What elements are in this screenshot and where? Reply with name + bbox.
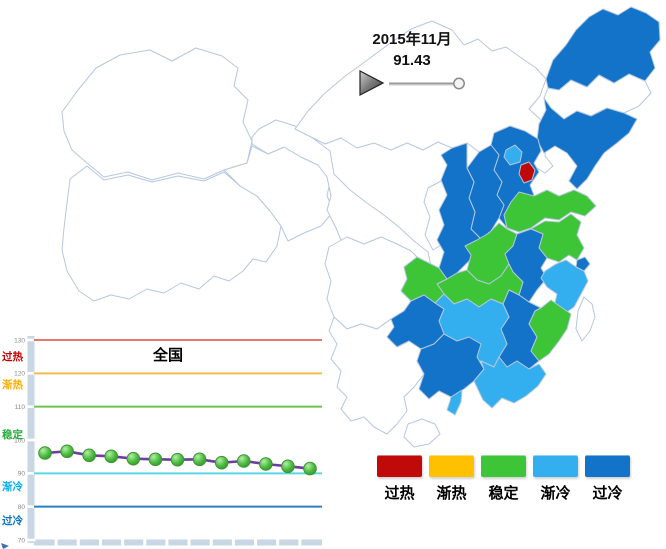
province-guangdong[interactable] <box>473 356 547 409</box>
map-date-title: 2015年11月 <box>372 31 452 48</box>
province-beijing[interactable] <box>503 144 523 166</box>
legend-swatch-overheat[interactable] <box>377 455 422 477</box>
slider-handle[interactable] <box>453 77 465 90</box>
chart-axes <box>26 336 322 547</box>
time-slider <box>359 70 465 96</box>
province-hainan[interactable] <box>403 418 441 448</box>
play-button[interactable] <box>359 70 385 96</box>
province-xizang[interactable] <box>61 165 282 302</box>
province-shanghai[interactable] <box>575 256 591 272</box>
threshold-lines <box>34 339 322 508</box>
legend-label: 渐热 <box>436 485 467 502</box>
svg-text:100: 100 <box>14 437 25 444</box>
chart-title: 全国 <box>152 347 183 364</box>
svg-text:110: 110 <box>15 404 26 411</box>
legend-item-overcool[interactable]: 过冷 <box>585 455 630 503</box>
legend-swatch-stable[interactable] <box>481 455 526 477</box>
svg-text:130: 130 <box>14 337 25 344</box>
svg-text:过热: 过热 <box>2 350 23 363</box>
province-tianjin[interactable] <box>518 161 536 184</box>
legend-swatch-cooling[interactable] <box>533 455 578 477</box>
legend-item-overheat[interactable]: 过热 <box>377 455 422 503</box>
svg-text:80: 80 <box>18 504 26 511</box>
province-liaoning[interactable] <box>536 97 638 190</box>
status-legend: 过热 渐热 稳定 渐冷 过冷 <box>377 455 630 503</box>
legend-label: 过热 <box>384 485 415 502</box>
province-xinjiang[interactable] <box>61 47 253 181</box>
province-fujian[interactable] <box>528 299 572 362</box>
legend-label: 稳定 <box>488 485 519 502</box>
province-zhejiang[interactable] <box>540 259 589 315</box>
province-shandong[interactable] <box>503 189 597 233</box>
province-guangdong-leizhou[interactable] <box>446 389 463 416</box>
legend-swatch-overcool[interactable] <box>585 455 630 477</box>
svg-text:渐热: 渐热 <box>2 378 23 391</box>
svg-text:渐冷: 渐冷 <box>2 480 23 493</box>
y-axis-ticks: 130 120 110 100 90 80 70 <box>14 337 25 544</box>
svg-text:120: 120 <box>14 371 25 378</box>
legend-item-stable[interactable]: 稳定 <box>481 455 526 503</box>
svg-text:稳定: 稳定 <box>2 428 23 441</box>
svg-text:90: 90 <box>18 471 26 478</box>
legend-swatch-warming[interactable] <box>429 455 474 477</box>
legend-item-warming[interactable]: 渐热 <box>429 455 474 503</box>
province-taiwan[interactable] <box>575 296 596 342</box>
map-index-value: 91.43 <box>393 52 431 69</box>
data-series <box>38 444 317 476</box>
legend-label: 渐冷 <box>540 485 571 502</box>
legend-label: 过冷 <box>592 485 623 502</box>
cursor-arrow-icon <box>1 543 9 549</box>
svg-text:过冷: 过冷 <box>2 514 23 527</box>
svg-text:70: 70 <box>18 537 26 544</box>
province-heilongjiang[interactable] <box>545 6 661 91</box>
province-anhui[interactable] <box>504 228 548 303</box>
legend-item-cooling[interactable]: 渐冷 <box>533 455 578 503</box>
